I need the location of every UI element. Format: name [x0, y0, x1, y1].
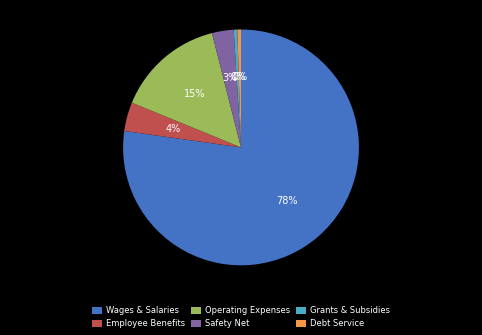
- Text: 4%: 4%: [165, 124, 180, 134]
- Wedge shape: [212, 30, 241, 147]
- Text: 78%: 78%: [277, 196, 298, 206]
- Wedge shape: [237, 29, 241, 147]
- Wedge shape: [234, 29, 241, 147]
- Wedge shape: [123, 29, 359, 265]
- Legend: Wages & Salaries, Employee Benefits, Operating Expenses, Safety Net, Grants & Su: Wages & Salaries, Employee Benefits, Ope…: [90, 304, 392, 331]
- Text: 0%: 0%: [230, 72, 245, 82]
- Text: 15%: 15%: [184, 89, 205, 99]
- Text: 3%: 3%: [222, 72, 238, 82]
- Text: 0%: 0%: [232, 72, 248, 82]
- Wedge shape: [132, 33, 241, 147]
- Wedge shape: [124, 103, 241, 147]
